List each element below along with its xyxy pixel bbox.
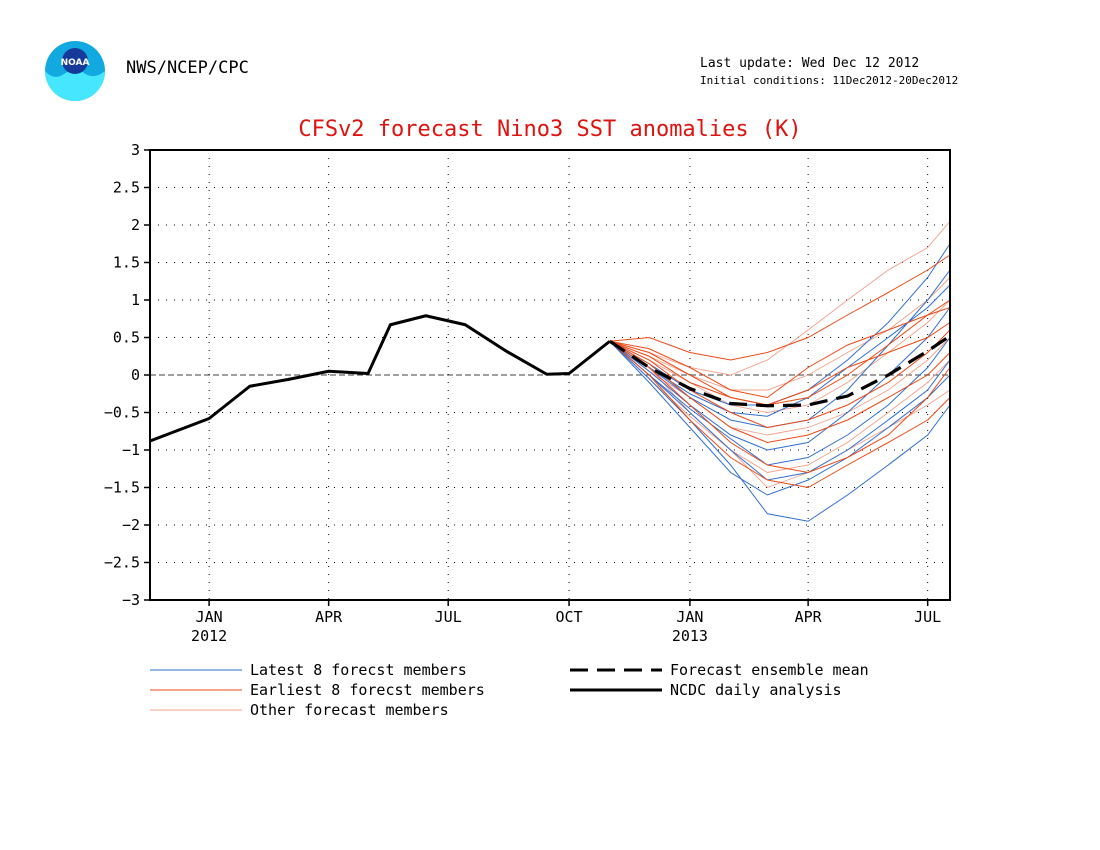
main-series [149,314,951,443]
initial-conditions-label: Initial conditions: 11Dec2012-20Dec2012 [700,74,959,87]
earliest-member-line [609,329,951,429]
y-tick-label: 2.5 [113,179,140,197]
y-tick-label: 1 [131,291,140,309]
earliest-member-line [609,340,951,489]
other-member-line [609,220,951,376]
earliest-member-line [609,307,951,399]
last-update-label: Last update: Wed Dec 12 2012 [700,56,920,71]
y-tick-label: 1.5 [113,254,140,272]
y-tick-label: 3 [131,141,140,159]
latest-member-line [609,340,951,481]
noaa-logo: NOAA [44,40,106,102]
earliest-member-line [609,340,951,474]
other-member-line [609,299,951,413]
x-year-label: 2012 [191,627,227,645]
y-tick-label: −1.5 [104,479,140,497]
earliest-member-line [609,322,951,406]
y-axis: 3 2.5 2 1.5 1 0.5 0 −0.5 −1 −1.5 −2 −2.5 −3 [104,141,150,609]
x-tick-label: JUL [914,608,941,626]
x-year-label: 2013 [672,627,708,645]
legend-label: Forecast ensemble mean [670,661,869,679]
earliest-member-line [609,299,951,406]
earliest-member-line [609,254,951,361]
chart-title: CFSv2 forecast Nino3 SST anomalies (K) [298,117,801,142]
x-tick-label: APR [795,608,823,626]
y-tick-label: −0.5 [104,404,140,422]
latest-member-line [609,340,951,522]
legend-label: Other forecast members [250,701,449,719]
other-member-line [609,337,951,436]
observed-line [149,314,611,443]
y-tick-label: −1 [122,441,140,459]
legend-label: NCDC daily analysis [670,681,842,699]
legend-label: Latest 8 forecst members [250,661,467,679]
earliest-member-line [609,340,951,444]
other-member-line [609,340,951,473]
legend: Latest 8 forecst members Earliest 8 forec… [150,661,869,719]
x-tick-label: JAN [196,608,223,626]
y-tick-label: −2.5 [104,554,140,572]
ensemble-mean-line [608,334,951,408]
latest-member-line [609,307,951,451]
y-tick-label: −2 [122,516,140,534]
x-tick-label: JUL [435,608,462,626]
y-tick-label: 0 [131,366,140,384]
y-tick-label: 0.5 [113,329,140,347]
y-tick-label: −3 [122,591,140,609]
x-tick-label: APR [315,608,343,626]
y-tick-label: 2 [131,216,140,234]
noaa-logo-text: NOAA [61,58,90,68]
x-tick-label: JAN [676,608,703,626]
legend-label: Earliest 8 forecst members [250,681,485,699]
forecast-members [609,220,951,522]
agency-label: NWS/NCEP/CPC [126,58,249,78]
latest-member-line [609,340,951,496]
x-tick-label: OCT [556,608,583,626]
